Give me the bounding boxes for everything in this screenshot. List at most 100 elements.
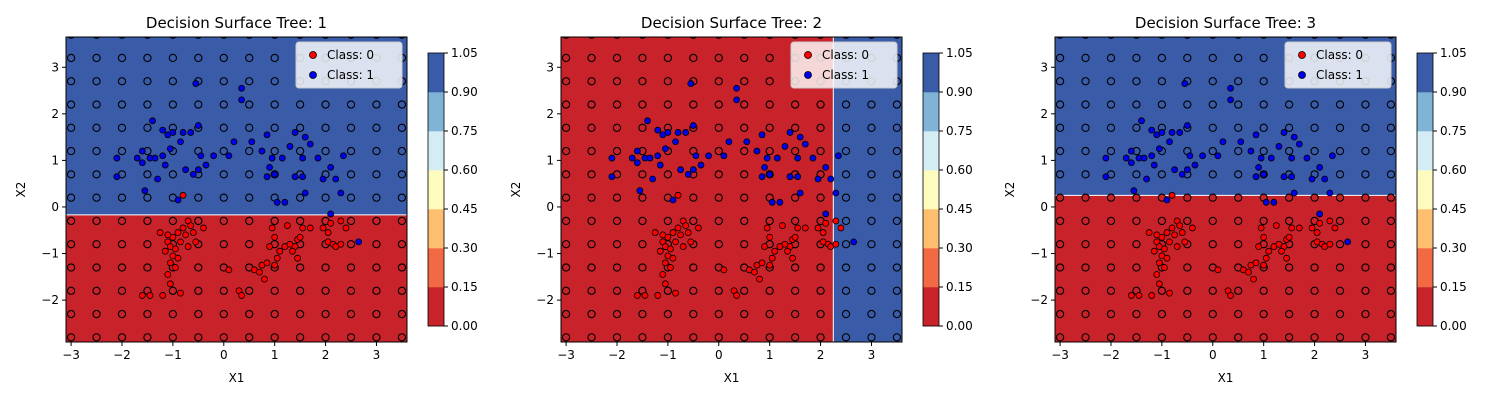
grid-point [1335,240,1345,249]
sample-class-0 [138,292,146,299]
sample-class-1 [327,210,335,218]
grid-point [1310,309,1319,319]
sample-class-1 [664,129,672,136]
grid-point [219,333,228,342]
x-tick-label: −2 [113,348,131,362]
sample-class-1 [113,154,121,162]
sample-class-1 [834,152,842,160]
grid-point [1361,333,1370,342]
grid-point [1259,77,1268,86]
grid-point [1335,263,1345,272]
grid-point [245,216,254,226]
grid-point [638,193,647,202]
sample-class-1 [1163,196,1171,204]
grid-point [587,286,596,295]
sample-class-1 [697,161,705,169]
grid-point [168,77,178,86]
sample-class-1 [1344,238,1352,246]
grid-point [92,100,101,109]
x-tick-label: 2 [817,348,825,362]
legend-label-class-1: Class: 1 [1316,68,1363,82]
grid-point [219,193,228,202]
sample-class-1 [850,238,858,246]
grid-point [867,123,876,132]
sample-class-1 [225,152,233,160]
sample-class-1 [608,154,616,162]
grid-point [1234,333,1243,342]
grid-point [92,123,101,132]
sample-class-1 [332,175,340,183]
grid-point [638,77,647,86]
sample-class-1 [636,187,644,195]
grid-point [1361,216,1370,226]
sample-class-1 [689,166,697,174]
grid-point [1157,100,1167,109]
grid-point [892,240,902,249]
y-tick-label: −2 [41,293,59,307]
sample-class-1 [151,154,159,162]
grid-point [1081,100,1090,109]
grid-point [346,263,356,272]
grid-point [841,100,851,109]
grid-point [1132,77,1141,86]
sample-class-1 [656,161,664,169]
y-tick-label: 1 [546,153,554,167]
grid-point [561,333,571,342]
chart-title: Decision Surface Tree: 3 [1135,14,1316,32]
grid-point [92,216,101,226]
sample-class-0 [179,224,187,232]
grid-point [117,146,127,156]
grid-point [1106,77,1116,86]
grid-point [1055,286,1065,295]
grid-point [867,333,876,342]
sample-class-0 [319,224,327,232]
grid-point [892,123,902,132]
sample-class-1 [177,138,184,146]
colorbar-tick-label: 0.15 [1440,280,1467,294]
grid-point [143,77,152,86]
sample-class-1 [1252,131,1260,139]
grid-point [587,100,596,109]
sample-class-1 [337,189,345,197]
grid-point [1386,309,1396,319]
sample-class-1 [202,161,210,169]
sample-class-0 [263,259,271,267]
grid-point [612,240,622,249]
grid-point [194,333,203,342]
sample-class-0 [656,247,664,255]
grid-point [168,100,178,109]
sample-class-0 [164,231,172,239]
y-tick-label: 0 [546,200,554,214]
sample-class-0 [1168,224,1176,232]
grid-point [765,286,774,295]
sample-class-0 [1278,247,1285,255]
y-tick-label: 1 [51,153,59,167]
colorbar-tick-label: 0.15 [451,280,478,294]
sample-class-0 [276,247,284,255]
colorbar: 0.00 0.15 0.30 0.45 0.60 0.75 0.90 1.05 [922,46,973,333]
grid-point [1361,240,1370,249]
colorbar-band [923,209,939,249]
grid-point [143,309,152,319]
grid-point [1335,123,1345,132]
sample-class-1 [159,126,167,134]
sample-class-1 [1176,129,1184,136]
colorbar-tick-label: 0.45 [451,202,478,216]
grid-point [295,146,305,156]
sample-class-0 [182,231,190,239]
sample-class-1 [1255,163,1262,171]
grid-point [117,193,127,202]
colorbar-tick-label: 0.75 [1440,124,1467,138]
grid-point [1259,146,1268,156]
sample-class-0 [651,229,659,236]
sample-class-0 [327,219,335,227]
colorbar-band [923,248,939,288]
grid-point [561,53,571,63]
grid-point [612,77,622,86]
grid-point [168,170,178,179]
sample-class-0 [1168,191,1176,199]
grid-point [321,146,330,156]
grid-point [1361,286,1370,295]
y-tick-label: 1 [1040,153,1048,167]
grid-point [587,309,596,319]
